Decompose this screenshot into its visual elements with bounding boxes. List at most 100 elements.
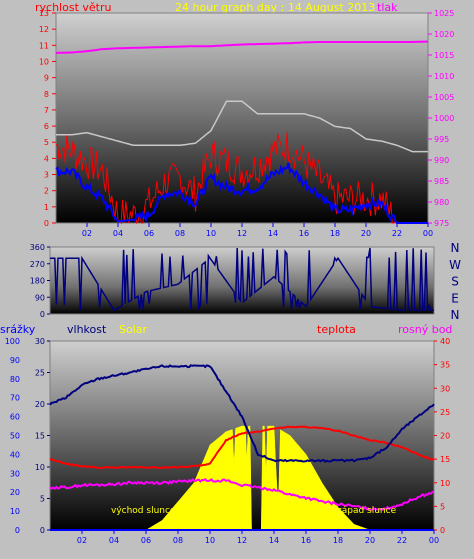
pressure-tick-label: 980 — [434, 198, 449, 207]
rain-tick-label: 90 — [10, 356, 20, 365]
time-tick-label: 16 — [299, 229, 309, 238]
legend-rain: srážky — [0, 323, 36, 336]
time-tick-label: 18 — [333, 536, 343, 545]
temp-tick-label: 10 — [440, 479, 450, 488]
wind-tick-label: 6 — [44, 122, 49, 131]
humidity-tick-label: 10 — [35, 463, 45, 472]
legend-temperature: teplota — [317, 323, 356, 336]
wind-panel-series — [55, 40, 428, 225]
time-tick-label: 22 — [392, 229, 402, 238]
temp-tick-label: 5 — [440, 502, 445, 511]
direction-tick-label: 0 — [40, 310, 45, 319]
series-pressure-2 — [56, 100, 428, 153]
pressure-tick-label: 1015 — [434, 51, 454, 60]
time-tick-label: 00 — [429, 536, 439, 545]
wind-tick-label: 7 — [44, 106, 49, 115]
time-tick-label: 04 — [109, 536, 119, 545]
temp-tick-label: 35 — [440, 361, 450, 370]
wind-tick-label: 9 — [44, 74, 49, 83]
compass-label: S — [451, 275, 459, 289]
series-pressure — [56, 40, 428, 54]
sunset-label: západ slunce — [337, 506, 397, 516]
rain-tick-label: 100 — [5, 337, 20, 346]
rain-tick-label: 10 — [10, 507, 20, 516]
direction-tick-label: 180 — [30, 277, 45, 286]
time-tick-label: 20 — [361, 229, 371, 238]
time-tick-label: 10 — [206, 229, 216, 238]
pressure-tick-label: 1025 — [434, 9, 454, 18]
time-tick-label: 10 — [205, 536, 215, 545]
pressure-tick-label: 985 — [434, 177, 449, 186]
bottom-panel-series — [49, 364, 435, 531]
time-tick-label: 02 — [77, 536, 87, 545]
compass-label: W — [449, 258, 461, 272]
wind-tick-label: 13 — [39, 9, 49, 18]
time-tick-label: 08 — [175, 229, 185, 238]
humidity-tick-label: 15 — [35, 432, 45, 441]
rain-tick-label: 60 — [10, 413, 20, 422]
sunrise-label: východ slunce — [111, 506, 176, 516]
pressure-tick-label: 990 — [434, 156, 449, 165]
pressure-tick-label: 1020 — [434, 30, 454, 39]
rain-tick-label: 0 — [15, 526, 20, 535]
header-wind-label: rychlost větru — [35, 1, 111, 14]
time-tick-label: 00 — [423, 229, 433, 238]
temp-tick-label: 20 — [440, 432, 450, 441]
direction-tick-label: 360 — [30, 243, 45, 252]
time-tick-label: 12 — [237, 536, 247, 545]
series-humidity — [49, 364, 435, 463]
humidity-tick-label: 0 — [40, 526, 45, 535]
time-tick-label: 02 — [82, 229, 92, 238]
time-tick-label: 06 — [141, 536, 151, 545]
temp-tick-label: 25 — [440, 408, 450, 417]
pressure-tick-label: 1010 — [434, 72, 454, 81]
legend-solar: Solar — [119, 323, 148, 336]
direction-tick-label: 90 — [35, 293, 45, 302]
wind-tick-label: 11 — [39, 41, 49, 50]
wind-tick-label: 12 — [39, 25, 49, 34]
compass-label: N — [451, 308, 460, 322]
time-tick-label: 20 — [365, 536, 375, 545]
wind-tick-label: 0 — [44, 219, 49, 228]
temp-tick-label: 0 — [440, 526, 445, 535]
bottom-panel-axes: 0102030405060708090100051015202530051015… — [5, 337, 450, 545]
temp-tick-label: 15 — [440, 455, 450, 464]
time-tick-label: 14 — [268, 229, 278, 238]
wind-tick-label: 10 — [39, 57, 49, 66]
pressure-tick-label: 995 — [434, 135, 449, 144]
humidity-tick-label: 30 — [35, 337, 45, 346]
wind-tick-label: 4 — [44, 154, 49, 163]
compass-label: E — [451, 291, 459, 305]
wind-panel-axes: 0123456789101112139759809859909951000100… — [39, 9, 455, 238]
wind-tick-label: 1 — [44, 203, 49, 212]
rain-tick-label: 30 — [10, 469, 20, 478]
compass-label: N — [451, 241, 460, 255]
time-tick-label: 06 — [144, 229, 154, 238]
direction-panel-series — [50, 247, 434, 312]
pressure-tick-label: 975 — [434, 219, 449, 228]
time-tick-label: 04 — [113, 229, 123, 238]
time-tick-label: 18 — [330, 229, 340, 238]
series-wind-avg — [55, 162, 428, 224]
time-tick-label: 12 — [237, 229, 247, 238]
rain-tick-label: 80 — [10, 375, 20, 384]
header-title: 24 hour graph day : 14 August 2013 — [175, 1, 375, 14]
time-tick-label: 08 — [173, 536, 183, 545]
pressure-tick-label: 1000 — [434, 114, 454, 123]
rain-tick-label: 50 — [10, 432, 20, 441]
direction-tick-label: 270 — [30, 260, 45, 269]
series-wind-direction — [50, 247, 434, 312]
humidity-tick-label: 5 — [40, 495, 45, 504]
wind-tick-label: 2 — [44, 187, 49, 196]
humidity-tick-label: 25 — [35, 369, 45, 378]
rain-tick-label: 20 — [10, 488, 20, 497]
legend-humidity: vlhkost — [67, 323, 107, 336]
wind-tick-label: 3 — [44, 171, 49, 180]
series-dewpoint — [49, 477, 435, 511]
series-temperature — [49, 425, 435, 470]
rain-tick-label: 70 — [10, 394, 20, 403]
header-pressure-label: tlak — [377, 1, 398, 14]
